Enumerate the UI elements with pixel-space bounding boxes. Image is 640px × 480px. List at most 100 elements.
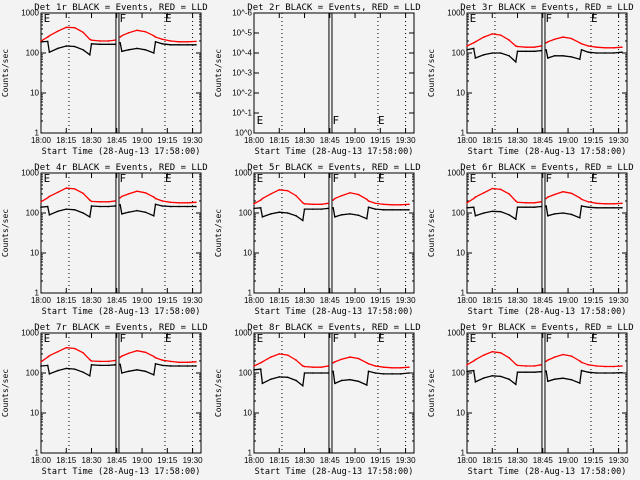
series-events-point xyxy=(169,205,172,208)
x-tick-label: 18:30 xyxy=(508,136,529,145)
series-lld-point xyxy=(261,197,264,200)
annotation-E: E xyxy=(44,172,51,185)
y-tick-label: 100 xyxy=(26,209,40,218)
panel-det-4: Det 4r BLACK = Events, RED = LLD 1 10 100 10… xyxy=(1,163,208,317)
series-lld-point xyxy=(82,192,84,195)
series-events-point xyxy=(161,364,164,367)
x-tick-label: 19:15 xyxy=(157,296,178,305)
series-events-point xyxy=(579,216,581,219)
x-tick-label: 18:15 xyxy=(482,296,503,305)
series-lld-point xyxy=(302,201,304,204)
series-lld-point xyxy=(295,359,297,361)
x-tick-label: 18:30 xyxy=(295,296,316,305)
series-events-point xyxy=(295,215,297,217)
series-lld-point xyxy=(57,30,59,33)
series-lld-point xyxy=(533,365,536,367)
series-lld-point xyxy=(136,29,138,32)
x-tick-label: 18:30 xyxy=(295,136,316,145)
series-lld-point xyxy=(127,352,130,355)
annotation-E: E xyxy=(165,172,172,185)
series-lld-point xyxy=(261,361,264,363)
x-axis-label: Start Time (28-Aug-13 17:58:00) xyxy=(42,307,201,317)
series-events-point xyxy=(367,370,370,373)
series-lld-point xyxy=(621,365,623,367)
x-tick-label: 18:45 xyxy=(320,136,341,145)
series-lld-point xyxy=(154,356,157,359)
series-events-point xyxy=(366,217,368,220)
y-tick-label: 100 xyxy=(26,369,40,378)
series-lld-point xyxy=(107,201,110,203)
y-tick-label: 1 xyxy=(35,129,40,138)
series-events-point xyxy=(491,375,494,377)
series-lld-point xyxy=(334,197,336,200)
y-tick-label: 100 xyxy=(452,209,466,218)
series-events-line xyxy=(119,40,196,54)
x-axis-label: Start Time (28-Aug-13 17:58:00) xyxy=(255,467,414,477)
series-lld-point xyxy=(499,34,502,36)
x-tick-label: 19:15 xyxy=(583,296,604,305)
series-events-point xyxy=(472,206,475,208)
series-events-point xyxy=(570,56,573,58)
series-lld-point xyxy=(499,351,502,354)
series-lld-point xyxy=(508,356,510,359)
panel-det-3: Det 3r BLACK = Events, RED = LLD 1 10 100 10… xyxy=(427,3,634,157)
series-lld-point xyxy=(408,366,410,368)
series-lld-line xyxy=(332,192,409,206)
y-tick-label: 1 xyxy=(248,289,253,298)
annotation-F: F xyxy=(332,114,339,127)
series-lld-point xyxy=(114,200,116,202)
x-tick-label: 18:45 xyxy=(107,136,128,145)
series-events-point xyxy=(99,205,101,208)
series-lld-point xyxy=(332,199,334,201)
series-events-point xyxy=(82,371,84,373)
x-tick-label: 19:00 xyxy=(558,136,579,145)
series-lld-point xyxy=(99,201,101,203)
y-tick-label: 100 xyxy=(26,49,40,58)
series-lld-point xyxy=(119,356,121,359)
y-tick-label: 10^-4 xyxy=(232,49,252,58)
series-events-point xyxy=(286,376,289,379)
x-tick-label: 18:15 xyxy=(269,136,290,145)
y-axis-label: Counts/sec xyxy=(427,209,436,257)
series-lld-point xyxy=(144,351,147,354)
series-events-point xyxy=(595,52,598,54)
series-events-point xyxy=(547,215,549,217)
series-events-point xyxy=(153,52,155,54)
series-lld-point xyxy=(499,188,502,191)
series-lld-line xyxy=(119,190,196,204)
series-events-point xyxy=(161,205,164,207)
series-events-point xyxy=(547,57,549,59)
y-tick-label: 1000 xyxy=(21,9,39,18)
series-events-point xyxy=(286,212,289,214)
series-lld-point xyxy=(334,361,336,363)
y-tick-label: 10^-2 xyxy=(232,89,252,98)
series-lld-point xyxy=(382,366,385,368)
series-events-point xyxy=(65,367,68,370)
series-events-line xyxy=(466,47,542,64)
series-events-point xyxy=(107,205,110,208)
series-events-point xyxy=(127,370,130,373)
y-tick-label: 10 xyxy=(456,409,465,418)
panel-title: Det 4r BLACK = Events, RED = LLD xyxy=(34,163,207,173)
x-tick-label: 19:30 xyxy=(609,456,630,465)
series-events-point xyxy=(270,378,272,380)
series-lld-point xyxy=(295,194,297,197)
series-events-point xyxy=(136,209,138,212)
series-events-point xyxy=(349,213,351,215)
x-tick-label: 18:45 xyxy=(320,296,341,305)
series-events-point xyxy=(90,205,93,207)
series-events-point xyxy=(562,212,564,214)
series-lld-point xyxy=(195,40,197,43)
series-lld-point xyxy=(161,38,164,41)
series-events-line xyxy=(253,368,329,388)
series-lld-point xyxy=(595,202,598,205)
series-events-point xyxy=(516,371,519,373)
x-tick-label: 19:30 xyxy=(396,456,417,465)
series-events-point xyxy=(253,207,255,210)
series-events-point xyxy=(604,52,606,54)
series-events-point xyxy=(154,362,157,365)
series-events-point xyxy=(621,206,623,209)
y-axis-label: Counts/sec xyxy=(1,369,10,417)
series-lld-point xyxy=(621,202,623,205)
plot-frame xyxy=(466,332,628,454)
